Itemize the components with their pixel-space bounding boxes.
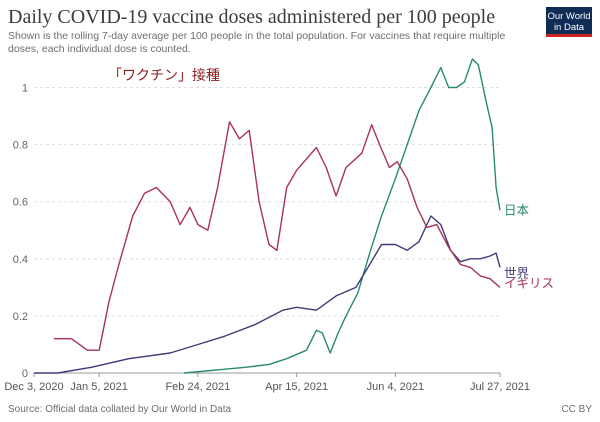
series-label-uk: イギリス <box>504 275 554 290</box>
owid-logo[interactable]: Our World in Data <box>546 7 592 37</box>
x-tick-label: Apr 15, 2021 <box>265 381 328 393</box>
y-tick-label: 0.6 <box>13 197 28 209</box>
y-tick-label: 1 <box>22 83 28 95</box>
y-tick-label: 0.4 <box>13 254 28 266</box>
source-note: Source: Official data collated by Our Wo… <box>8 404 232 415</box>
series-line-uk[interactable] <box>53 121 501 351</box>
logo-line-1: Our World <box>547 11 591 22</box>
x-tick-label: Dec 3, 2020 <box>4 381 63 393</box>
chart-title: Daily COVID-19 vaccine doses administere… <box>8 6 496 28</box>
series-line-japan[interactable] <box>184 58 501 374</box>
series-label-japan: 日本 <box>504 202 530 217</box>
y-tick-label: 0.8 <box>13 140 28 152</box>
x-tick-label: Jan 5, 2021 <box>70 381 128 393</box>
x-tick-label: Jun 4, 2021 <box>367 381 425 393</box>
y-tick-label: 0 <box>22 368 28 380</box>
logo-line-2: in Data <box>553 22 585 33</box>
series-line-world[interactable] <box>34 215 501 374</box>
vaccine-annotation: 「ワクチン」接種 <box>108 67 220 84</box>
y-tick-label: 0.2 <box>13 311 28 323</box>
logo-accent-bar <box>546 34 592 37</box>
chart-subtitle: Shown is the rolling 7-day average per 1… <box>8 30 506 55</box>
series-label-world: 世界 <box>504 265 530 280</box>
license-link[interactable]: CC BY <box>561 404 592 415</box>
x-tick-label: Feb 24, 2021 <box>165 381 230 393</box>
x-tick-label: Jul 27, 2021 <box>470 381 530 393</box>
